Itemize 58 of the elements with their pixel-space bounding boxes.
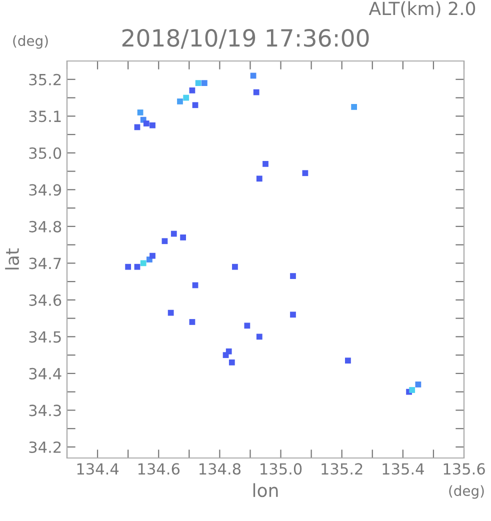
x-tick-label: 135.2: [322, 463, 362, 475]
point: [183, 94, 190, 101]
point: [150, 252, 156, 259]
y-tick-label: 34.6: [29, 294, 62, 306]
point: [170, 230, 177, 237]
point: [302, 170, 308, 176]
point: [228, 359, 235, 366]
point: [134, 124, 140, 130]
point: [134, 264, 140, 270]
x-tick-label: 134.6: [138, 463, 180, 475]
point: [137, 110, 144, 116]
point: [201, 80, 208, 86]
text: (deg): [13, 35, 48, 49]
point: [256, 334, 262, 340]
point: [256, 176, 262, 182]
point: [351, 104, 358, 110]
point: [262, 160, 268, 167]
point: [168, 310, 174, 316]
x-axis-title: lon: [253, 483, 278, 498]
point: [189, 87, 196, 94]
point: [180, 234, 186, 240]
point: [143, 120, 150, 126]
chart-title: 2018/10/19 17:36:00: [122, 28, 369, 49]
point: [290, 312, 296, 318]
y-tick-label: 34.8: [29, 220, 62, 232]
point: [409, 387, 416, 393]
y-tick-label: 35.1: [29, 110, 61, 122]
point: [222, 352, 229, 358]
point: [177, 98, 183, 104]
point: [232, 264, 238, 270]
point: [290, 273, 296, 279]
chart-subtitle: ALT(km) 2.0: [368, 1, 476, 18]
y-tick-label: 34.5: [29, 331, 61, 343]
y-tick-label: 35.0: [29, 147, 62, 159]
point: [195, 80, 202, 86]
y-tick-label: 34.7: [29, 258, 61, 270]
y-tick-label: 34.4: [29, 368, 62, 380]
x-tick-label: 134.8: [200, 463, 241, 475]
point: [253, 89, 260, 96]
x-tick-label: 134.4: [77, 463, 119, 475]
x-tick-label: 135.4: [382, 463, 424, 475]
y-tick-label: 34.2: [29, 441, 61, 453]
y-tick-label: 34.3: [29, 404, 61, 416]
point: [162, 238, 168, 244]
x-tick-label: 135.6: [444, 463, 485, 475]
point: [125, 264, 132, 270]
y-tick-label: 35.2: [29, 74, 61, 86]
point: [244, 322, 250, 329]
point: [140, 260, 146, 266]
point: [150, 122, 156, 128]
point: [189, 319, 196, 325]
text: (deg): [449, 485, 484, 499]
x-tick-label: 135.0: [260, 463, 302, 475]
point: [345, 358, 351, 364]
point: [192, 102, 198, 108]
y-tick-label: 34.9: [29, 184, 62, 196]
y-axis-title: lat: [5, 248, 20, 270]
point: [415, 382, 422, 388]
